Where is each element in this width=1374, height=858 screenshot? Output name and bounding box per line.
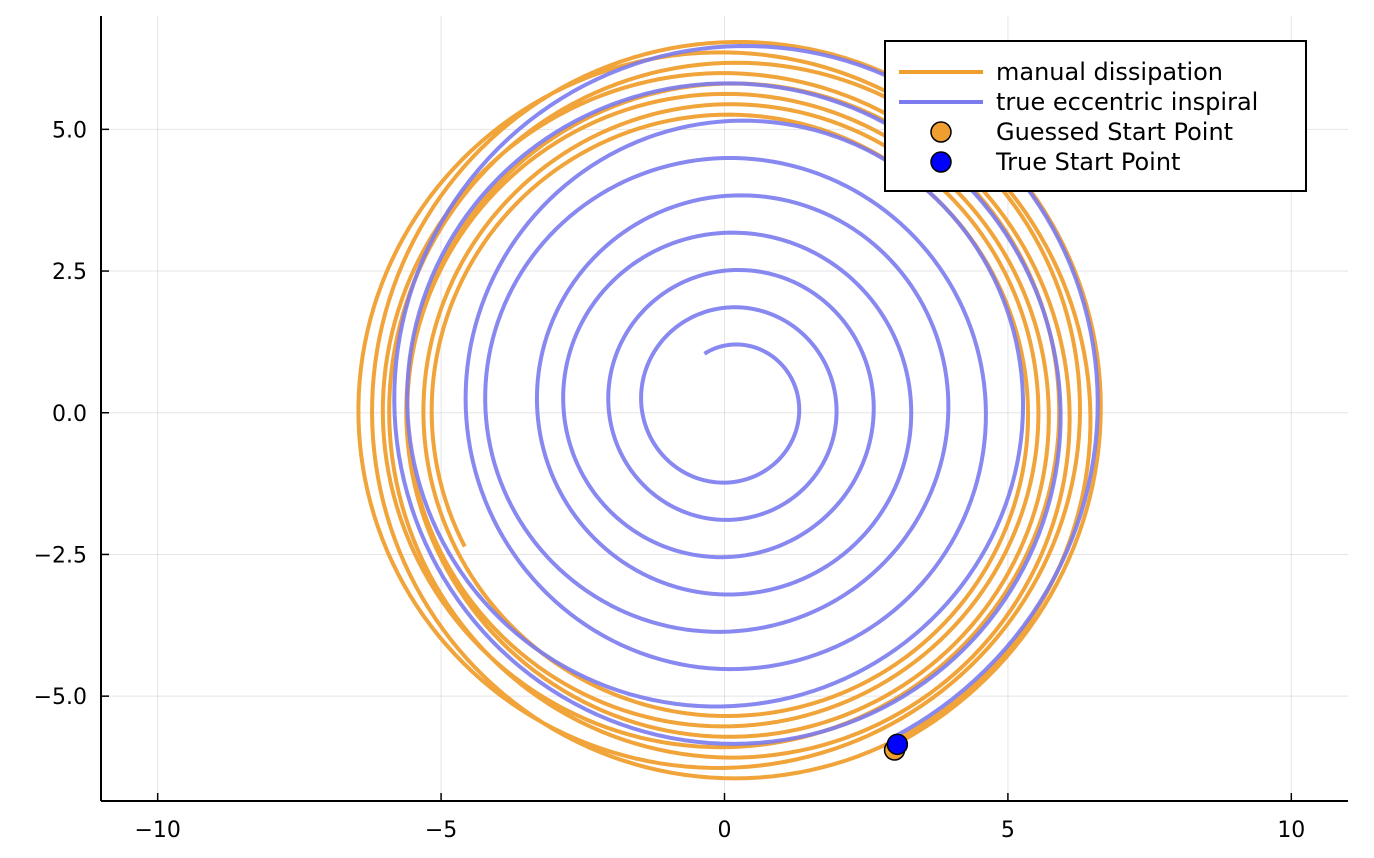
grid [101, 16, 1348, 801]
legend-swatch-3 [930, 151, 952, 173]
series-line-1 [392, 44, 1100, 746]
y-tick-label: −2.5 [34, 543, 87, 568]
x-tick-label: −5 [425, 818, 457, 843]
legend-box [884, 40, 1307, 192]
x-tick-label: −10 [134, 818, 180, 843]
axes: −10 −5 0 5 10 5.0 2.5 0.0 −2.5 −5.0 [34, 16, 1348, 843]
legend-swatch-2 [930, 121, 952, 143]
x-tick-label: 10 [1277, 818, 1305, 843]
y-tick-label: 5.0 [52, 118, 87, 143]
y-tick-label: 2.5 [52, 260, 87, 285]
legend-label-2: Guessed Start Point [996, 118, 1233, 146]
legend-label-1: true eccentric inspiral [996, 88, 1258, 116]
y-tick-label: −5.0 [34, 685, 87, 710]
legend-label-0: manual dissipation [996, 58, 1223, 86]
x-tick-label: 5 [1001, 818, 1015, 843]
y-tick-label: 0.0 [52, 402, 87, 427]
legend-label-3: True Start Point [995, 148, 1180, 176]
series-point-3-0 [886, 733, 909, 756]
x-tick-label: 0 [718, 818, 732, 843]
